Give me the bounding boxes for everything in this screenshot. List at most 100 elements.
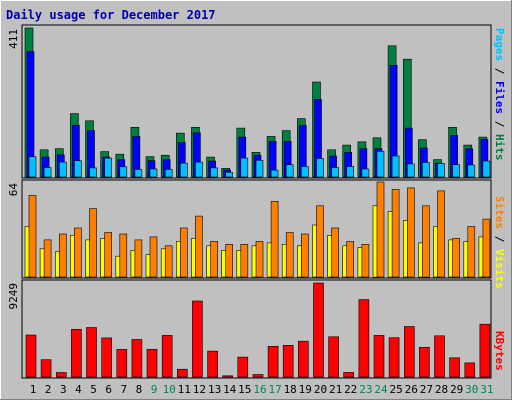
panel-visits-ylabel: Sites / Visits [493,196,506,289]
bar-visits-27: 27: 48 [422,205,430,278]
bar-visits-4: 4: 33 [74,227,82,278]
x-tick-label-26: 26 [405,383,418,396]
bar-pages-28: 28: 37 [437,163,445,178]
chart-title: Daily usage for December 2017 [6,8,216,22]
x-tick-label-15: 15 [238,383,251,396]
x-tick-label-8: 8 [136,383,143,396]
bar-kbytes-5: 5: 4870 [86,327,97,378]
x-tick-label-10: 10 [163,383,176,396]
panel-kbytes-ylabel: KBytes [493,331,506,371]
bar-pages-31: 31: 44 [482,160,491,178]
bar-kbytes-17: 17: 3020 [267,345,279,378]
bar-visits-15: 15: 22 [240,244,249,278]
panel-hits-ylabel: Pages / Files / Hits [493,28,506,161]
panel-hits-files-pages: 1: 4111: 3461: 562: 752: 552: 263: 783: … [7,24,506,179]
bar-pages-23: 23: 22 [361,168,370,178]
x-tick-label-11: 11 [178,383,191,396]
x-tick-label-23: 23 [359,383,372,396]
bar-kbytes-3: 3: 440 [55,372,67,378]
bar-kbytes-1: 1: 4130 [25,334,37,378]
bar-pages-9: 9: 22 [149,168,158,178]
bar-pages-2: 2: 26 [43,167,52,178]
bar-kbytes-6: 6: 3850 [101,337,112,378]
x-tick-label-13: 13 [208,383,221,396]
bar-visits-14: 14: 22 [225,244,233,278]
bar-pages-7: 7: 28 [119,166,128,178]
bar-pages-19: 19: 29 [300,166,309,178]
bar-kbytes-9: 9: 2720 [146,349,158,378]
x-tick-label-14: 14 [223,383,237,396]
bar-visits-30: 30: 34 [467,226,476,278]
x-tick-label-29: 29 [450,383,463,396]
bar-kbytes-31: 31: 5200 [479,323,491,378]
bar-pages-18: 18: 34 [285,164,294,178]
x-tick-label-31: 31 [480,383,493,396]
bar-pages-21: 21: 26 [331,167,339,178]
bar-visits-18: 18: 30 [285,232,294,278]
ylabel-files: Files [493,81,506,114]
bar-visits-10: 10: 21 [164,245,173,278]
x-tick-label-17: 17 [268,383,281,396]
x-tick-label-6: 6 [105,383,112,396]
bar-visits-9: 9: 27 [149,236,158,278]
bar-visits-7: 7: 29 [119,233,128,278]
ylabel-sep1: / [493,61,506,81]
bar-visits-19: 19: 29 [300,233,309,278]
bar-pages-16: 16: 46 [255,160,264,178]
bar-pages-27: 27: 40 [422,162,430,178]
bar-visits-25: 25: 59 [391,189,400,278]
bar-pages-5: 5: 25 [89,167,97,178]
x-tick-label-9: 9 [151,383,158,396]
panel-kbytes-ymax-label: 9249 [7,283,20,310]
ylabel-sites: Sites [493,196,506,229]
bar-visits-28: 28: 58 [437,190,445,278]
panel-hits-bars: 1: 4111: 3461: 562: 752: 552: 263: 783: … [24,27,491,178]
panel-sites-visits: 1: 341: 552: 192: 253: 173: 294: 284: 33… [7,179,506,289]
x-tick-label-28: 28 [435,383,448,396]
x-tick-label-7: 7 [120,383,127,396]
x-tick-label-3: 3 [60,383,67,396]
x-tick-label-20: 20 [314,383,327,396]
x-tick-label-4: 4 [75,383,82,396]
bar-pages-29: 29: 34 [452,164,460,178]
bar-pages-24: 24: 71 [376,151,385,178]
bar-kbytes-27: 27: 2920 [419,346,430,378]
bar-visits-6: 6: 30 [104,232,112,278]
bar-kbytes-10: 10: 4090 [161,335,173,378]
bar-kbytes-25: 25: 3870 [388,337,400,378]
ylabel-sep2: / [493,114,506,134]
bar-kbytes-20: 20: 9249 [313,282,324,378]
x-tick-label-16: 16 [253,383,266,396]
bar-pages-17: 17: 19 [270,169,279,178]
bar-kbytes-16: 16: 250 [252,374,264,378]
bar-kbytes-15: 15: 1960 [237,356,249,378]
ylabel-visits: Visits [493,249,506,289]
bar-pages-25: 25: 58 [391,155,400,178]
bar-visits-1: 1: 55 [28,195,37,278]
x-tick-label-25: 25 [389,383,402,396]
x-tick-label-21: 21 [329,383,342,396]
panel-hits-ymax-label: 411 [7,29,20,49]
bar-kbytes-12: 12: 7480 [192,300,203,378]
x-tick-label-12: 12 [193,383,206,396]
x-tick-label-18: 18 [284,383,297,396]
bar-visits-24: 24: 64 [376,181,385,278]
bar-kbytes-14: 14: 120 [222,375,233,378]
bar-kbytes-11: 11: 770 [177,368,188,378]
ylabel-sep3: / [493,229,506,249]
bar-kbytes-26: 26: 4970 [403,326,415,378]
bar-visits-16: 16: 24 [255,241,264,278]
bar-pages-14: 14: 13 [225,172,233,178]
x-tick-label-24: 24 [374,383,388,396]
bar-pages-20: 20: 51 [316,158,324,178]
bar-kbytes-18: 18: 3120 [282,344,294,378]
x-tick-label-27: 27 [420,383,433,396]
panel-visits-ymax-label: 64 [7,183,20,197]
x-tick-label-19: 19 [299,383,312,396]
bar-kbytes-21: 21: 3960 [328,336,339,378]
bar-kbytes-28: 28: 4050 [434,335,445,378]
x-tick-label-1: 1 [30,383,37,396]
bar-kbytes-7: 7: 2720 [116,349,128,378]
